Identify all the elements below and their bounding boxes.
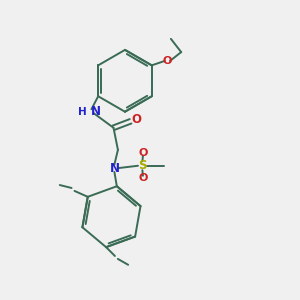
Text: N: N	[91, 105, 100, 118]
Text: O: O	[138, 148, 148, 158]
Text: H: H	[78, 106, 87, 117]
Text: O: O	[138, 173, 148, 183]
Text: O: O	[131, 113, 141, 126]
Text: N: N	[110, 162, 119, 175]
Text: S: S	[138, 159, 147, 172]
Text: O: O	[162, 56, 172, 66]
